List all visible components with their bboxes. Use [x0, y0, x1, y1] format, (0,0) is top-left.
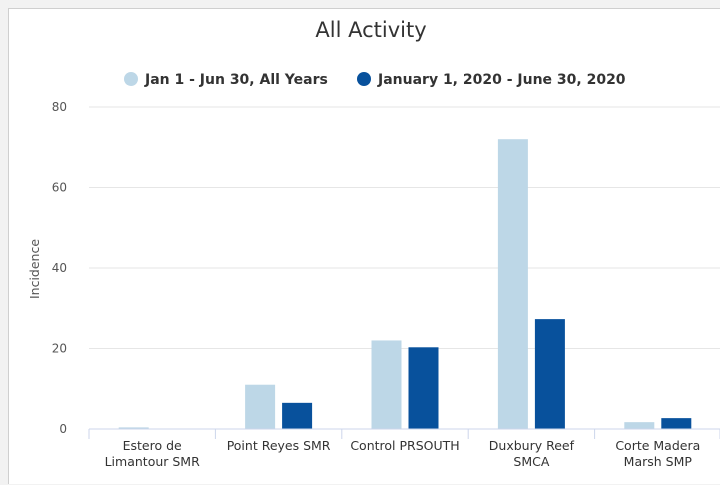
chart-panel: All Activity Jan 1 - Jun 30, All Years J… — [8, 8, 720, 484]
y-tick-label: 40 — [52, 261, 67, 275]
x-category-label: Control PRSOUTH — [350, 438, 459, 453]
x-category-label: Corte Madera Marsh SMP — [615, 438, 700, 469]
gridlines — [89, 106, 720, 349]
legend-label-series-2: January 1, 2020 - June 30, 2020 — [377, 72, 626, 88]
x-category-label: Point Reyes SMR — [227, 438, 331, 453]
x-axis-tick-marks — [88, 429, 720, 439]
x-category-label: Estero de Limantour SMR — [105, 438, 200, 469]
bar — [661, 418, 692, 429]
bar — [534, 319, 565, 429]
chart-title: All Activity — [315, 18, 426, 42]
legend: Jan 1 - Jun 30, All Years January 1, 202… — [124, 72, 626, 88]
bar-chart: All Activity Jan 1 - Jun 30, All Years J… — [27, 18, 720, 469]
legend-label-series-1: Jan 1 - Jun 30, All Years — [144, 72, 328, 88]
bar — [118, 427, 149, 429]
legend-item-series-2[interactable]: January 1, 2020 - June 30, 2020 — [357, 72, 626, 88]
bar — [497, 139, 528, 429]
x-axis-labels: Estero de Limantour SMR Point Reyes SMR Con… — [105, 438, 701, 469]
y-tick-label: 20 — [52, 342, 67, 356]
bar — [245, 384, 276, 429]
y-tick-label: 80 — [52, 100, 67, 114]
y-axis-ticks: 0 20 40 60 80 — [52, 100, 67, 436]
bars — [118, 139, 692, 429]
y-tick-label: 60 — [52, 181, 67, 195]
y-axis-title: Incidence — [27, 239, 42, 299]
bar — [624, 422, 655, 429]
bar — [408, 347, 439, 429]
bar — [371, 340, 402, 429]
bar — [282, 402, 313, 429]
y-tick-label: 0 — [59, 422, 67, 436]
x-category-label: Duxbury Reef SMCA — [489, 438, 575, 469]
legend-item-series-1[interactable]: Jan 1 - Jun 30, All Years — [124, 72, 328, 88]
legend-marker-series-2 — [357, 72, 371, 86]
legend-marker-series-1 — [124, 72, 138, 86]
